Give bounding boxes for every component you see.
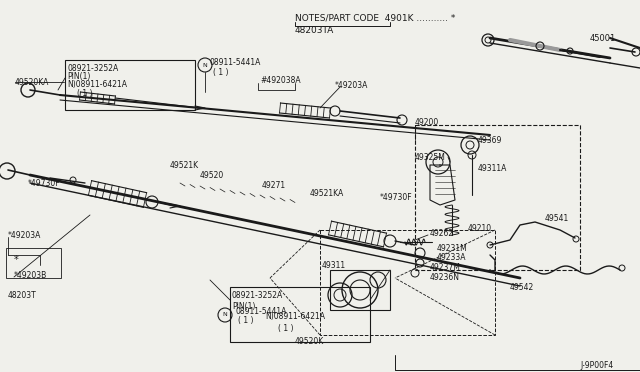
- Text: ( 1 ): ( 1 ): [278, 324, 294, 333]
- Text: #492038A: #492038A: [260, 76, 301, 84]
- Bar: [65, 60, 195, 110]
- Text: *49203A: *49203A: [335, 80, 369, 90]
- Text: 49541: 49541: [545, 214, 569, 222]
- Text: NOTES/PART CODE  4901K ........... *: NOTES/PART CODE 4901K ........... *: [295, 13, 456, 22]
- Text: 49542: 49542: [510, 283, 534, 292]
- Text: 49311A: 49311A: [478, 164, 508, 173]
- Text: 08921-3252A: 08921-3252A: [67, 64, 118, 73]
- Text: ( 1 ): ( 1 ): [77, 89, 93, 97]
- Text: 45001: 45001: [590, 33, 616, 42]
- Text: *49730F: *49730F: [380, 192, 413, 202]
- Text: 49520KA: 49520KA: [15, 77, 49, 87]
- Text: 48203TA: 48203TA: [295, 26, 334, 35]
- Text: 49210: 49210: [468, 224, 492, 232]
- Text: 49236N: 49236N: [430, 273, 460, 282]
- Text: 08911-5441A: 08911-5441A: [210, 58, 261, 67]
- Text: J-9P00F4: J-9P00F4: [580, 360, 613, 369]
- Text: 49521K: 49521K: [170, 160, 199, 170]
- Bar: [320, 230, 495, 335]
- Text: *49203B: *49203B: [14, 270, 47, 279]
- Text: PIN(1): PIN(1): [67, 71, 90, 80]
- Bar: [6, 248, 61, 278]
- Text: 49325M: 49325M: [415, 153, 446, 161]
- Text: 08921-3252A: 08921-3252A: [232, 292, 284, 301]
- Bar: [330, 270, 390, 310]
- Text: PIN(1): PIN(1): [232, 301, 255, 311]
- Text: ( 1 ): ( 1 ): [238, 315, 253, 324]
- Text: 49521KA: 49521KA: [310, 189, 344, 198]
- Text: 49520: 49520: [200, 170, 224, 180]
- Text: 49237M: 49237M: [430, 263, 461, 273]
- Text: *: *: [14, 255, 19, 265]
- Bar: [230, 287, 370, 342]
- Text: N: N: [223, 312, 227, 317]
- Text: 49233A: 49233A: [437, 253, 467, 263]
- Text: 49369: 49369: [478, 135, 502, 144]
- Text: N: N: [203, 62, 207, 67]
- Text: 49200: 49200: [415, 118, 439, 126]
- Text: 49262: 49262: [430, 228, 454, 237]
- Text: N)08911-6421A: N)08911-6421A: [265, 312, 325, 321]
- Text: 49520K: 49520K: [295, 337, 324, 346]
- Text: 48203T: 48203T: [8, 291, 36, 299]
- Text: 08911-5441A: 08911-5441A: [235, 307, 286, 315]
- Text: ( 1 ): ( 1 ): [213, 67, 228, 77]
- Text: 49231M: 49231M: [437, 244, 468, 253]
- Text: 49311: 49311: [322, 260, 346, 269]
- Text: N)08911-6421A: N)08911-6421A: [67, 80, 127, 89]
- Bar: [415, 125, 580, 270]
- Text: *49730F: *49730F: [28, 179, 61, 187]
- Text: *49203A: *49203A: [8, 231, 42, 240]
- Text: 49271: 49271: [262, 180, 286, 189]
